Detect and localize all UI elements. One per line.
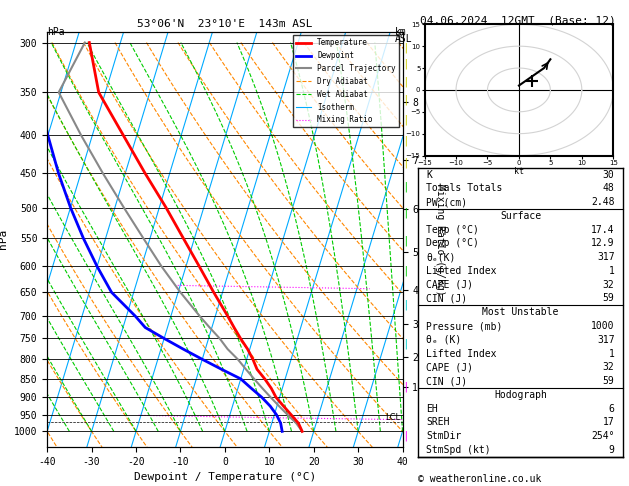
Text: 317: 317	[597, 252, 615, 262]
Text: StmDir: StmDir	[426, 431, 462, 441]
Text: 48: 48	[603, 183, 615, 193]
Text: 6: 6	[609, 404, 615, 414]
Text: |: |	[403, 300, 409, 311]
Text: CAPE (J): CAPE (J)	[426, 280, 474, 290]
Text: |: |	[403, 181, 409, 191]
Text: 04.06.2024  12GMT  (Base: 12): 04.06.2024 12GMT (Base: 12)	[420, 16, 616, 26]
Text: 12.9: 12.9	[591, 239, 615, 248]
X-axis label: kt: kt	[514, 167, 524, 176]
Text: ASL: ASL	[395, 34, 413, 44]
Text: |: |	[403, 59, 409, 69]
Text: Lifted Index: Lifted Index	[426, 348, 497, 359]
Text: |: |	[403, 431, 409, 441]
Text: 59: 59	[603, 294, 615, 303]
Text: CIN (J): CIN (J)	[426, 294, 467, 303]
Text: |: |	[403, 42, 409, 52]
Text: |: |	[403, 235, 409, 245]
Text: |: |	[403, 135, 409, 145]
Text: Most Unstable: Most Unstable	[482, 307, 559, 317]
Text: 17.4: 17.4	[591, 225, 615, 235]
Text: LCL: LCL	[385, 413, 400, 421]
Y-axis label: hPa: hPa	[0, 229, 8, 249]
Y-axis label: Mixing Ratio (g/kg): Mixing Ratio (g/kg)	[435, 184, 445, 295]
Text: Totals Totals: Totals Totals	[426, 183, 503, 193]
Text: |: |	[403, 95, 409, 105]
Text: 32: 32	[603, 363, 615, 372]
Text: K: K	[426, 170, 432, 179]
Text: Temp (°C): Temp (°C)	[426, 225, 479, 235]
Text: |: |	[403, 157, 409, 168]
Text: EH: EH	[426, 404, 438, 414]
Text: Pressure (mb): Pressure (mb)	[426, 321, 503, 331]
Text: Hodograph: Hodograph	[494, 390, 547, 400]
Text: 1: 1	[609, 266, 615, 276]
Text: |: |	[403, 114, 409, 125]
Text: Surface: Surface	[500, 211, 541, 221]
Text: 2.48: 2.48	[591, 197, 615, 207]
Title: 53°06'N  23°10'E  143m ASL: 53°06'N 23°10'E 143m ASL	[137, 19, 313, 30]
Text: |: |	[403, 381, 409, 392]
Text: 1: 1	[609, 348, 615, 359]
Text: |: |	[403, 76, 409, 87]
Text: 30: 30	[603, 170, 615, 179]
X-axis label: Dewpoint / Temperature (°C): Dewpoint / Temperature (°C)	[134, 472, 316, 483]
Text: SREH: SREH	[426, 417, 450, 427]
Text: 59: 59	[603, 376, 615, 386]
Text: 317: 317	[597, 335, 615, 345]
Text: Lifted Index: Lifted Index	[426, 266, 497, 276]
Text: © weatheronline.co.uk: © weatheronline.co.uk	[418, 474, 542, 484]
Text: 9: 9	[609, 445, 615, 455]
Text: 17: 17	[603, 417, 615, 427]
Text: θₑ(K): θₑ(K)	[426, 252, 456, 262]
Text: StmSpd (kt): StmSpd (kt)	[426, 445, 491, 455]
Text: |: |	[403, 207, 409, 218]
Text: θₑ (K): θₑ (K)	[426, 335, 462, 345]
Text: 254°: 254°	[591, 431, 615, 441]
Text: |: |	[403, 266, 409, 277]
Text: PW (cm): PW (cm)	[426, 197, 467, 207]
Text: 1000: 1000	[591, 321, 615, 331]
Text: km: km	[395, 27, 407, 37]
Text: Dewp (°C): Dewp (°C)	[426, 239, 479, 248]
Text: CIN (J): CIN (J)	[426, 376, 467, 386]
Text: 32: 32	[603, 280, 615, 290]
Text: |: |	[403, 338, 409, 348]
Text: CAPE (J): CAPE (J)	[426, 363, 474, 372]
Legend: Temperature, Dewpoint, Parcel Trajectory, Dry Adiabat, Wet Adiabat, Isotherm, Mi: Temperature, Dewpoint, Parcel Trajectory…	[292, 35, 399, 127]
Text: hPa: hPa	[47, 27, 65, 37]
